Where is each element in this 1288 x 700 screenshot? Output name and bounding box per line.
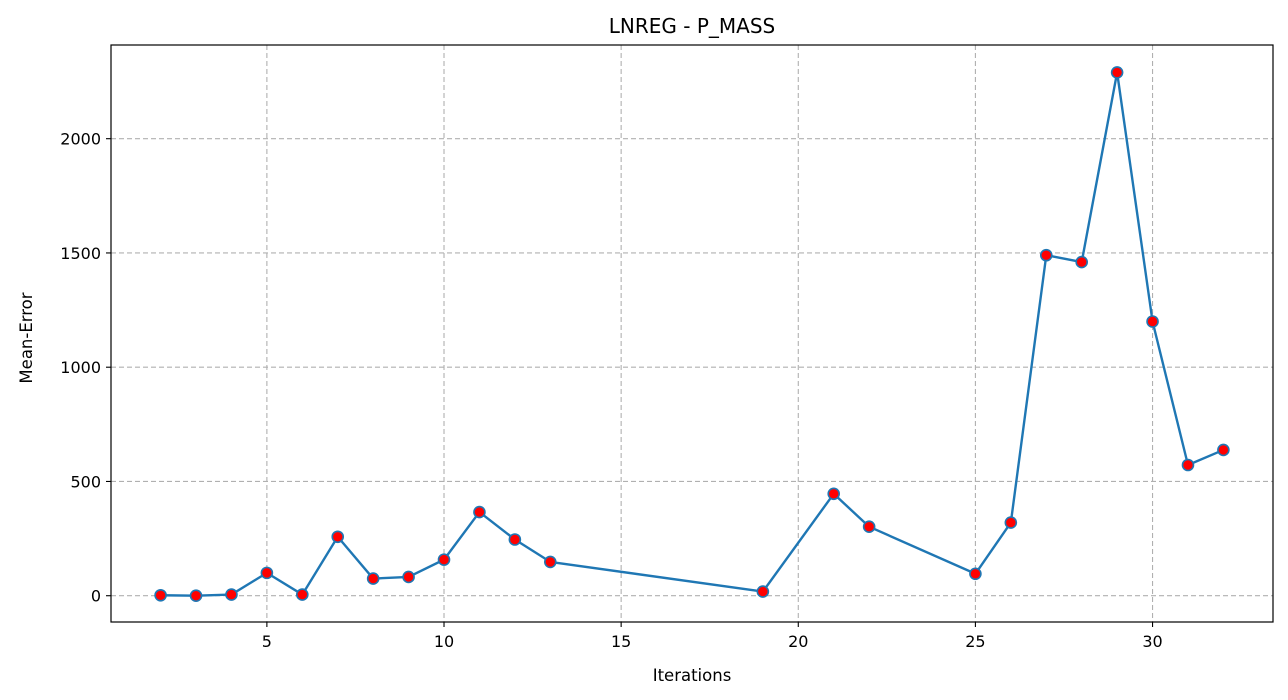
data-point xyxy=(969,567,982,581)
data-point xyxy=(1004,516,1018,529)
plot-frame xyxy=(110,44,1274,623)
grid-layer xyxy=(111,45,1273,622)
data-point xyxy=(225,588,238,601)
series-layer xyxy=(154,66,1230,603)
data-point xyxy=(1075,255,1088,269)
y-tick-label: 1500 xyxy=(60,244,101,263)
data-point xyxy=(189,589,203,603)
data-point xyxy=(1146,315,1159,328)
data-point xyxy=(1217,443,1230,457)
y-axis-label: Mean-Error xyxy=(17,292,36,383)
data-point xyxy=(543,555,557,569)
data-point xyxy=(1110,66,1124,79)
y-tick-label: 500 xyxy=(70,472,101,491)
x-tick-label: 5 xyxy=(262,632,272,651)
y-tick-label: 0 xyxy=(91,587,101,606)
data-point xyxy=(366,572,380,585)
data-point xyxy=(437,553,451,566)
y-tick-label: 2000 xyxy=(60,130,101,149)
data-point xyxy=(862,520,876,534)
ticks-layer: 5 10 15 20 25 30 0 500 1000 1500 2000 xyxy=(60,130,1162,651)
data-point xyxy=(1039,248,1053,262)
x-axis-label: Iterations xyxy=(653,666,732,685)
data-point xyxy=(296,588,309,601)
x-tick-label: 30 xyxy=(1142,632,1162,651)
data-point xyxy=(508,533,522,546)
data-point xyxy=(756,585,770,598)
data-point xyxy=(473,505,486,519)
x-tick-label: 10 xyxy=(434,632,454,651)
chart-title: LNREG - P_MASS xyxy=(609,14,775,38)
data-point xyxy=(402,570,415,584)
data-point xyxy=(331,530,345,544)
data-point xyxy=(827,487,841,501)
data-point xyxy=(1181,458,1195,472)
x-tick-label: 25 xyxy=(965,632,985,651)
data-point xyxy=(260,566,274,580)
x-tick-label: 15 xyxy=(611,632,631,651)
data-point xyxy=(154,588,167,602)
y-tick-label: 1000 xyxy=(60,358,101,377)
x-tick-label: 20 xyxy=(788,632,808,651)
